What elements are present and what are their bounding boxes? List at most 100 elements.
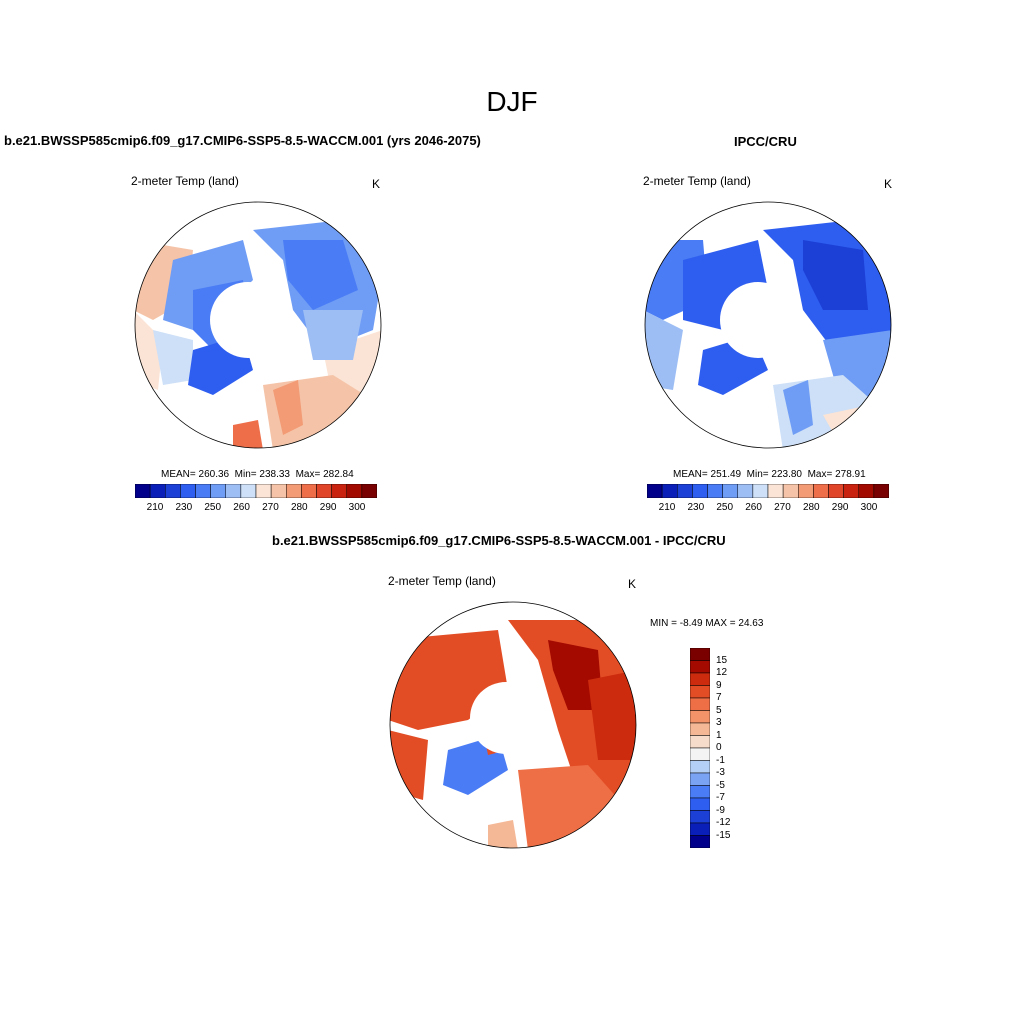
left-region xyxy=(163,240,253,330)
colorbar-tick-label: -15 xyxy=(716,829,731,841)
colorbar-tick-label: -12 xyxy=(716,817,731,828)
colorbar-tick-label: 260 xyxy=(233,502,250,513)
bottom-region xyxy=(488,820,518,848)
colorbar-tick-label: 15 xyxy=(716,654,728,666)
colorbar-tick-label: 210 xyxy=(658,502,676,513)
colorbar-tick-label: 230 xyxy=(175,502,193,513)
right-colorbar-ticks: 210 230 250 260 270 280 290 300 xyxy=(647,502,889,516)
colorbar-swatch xyxy=(346,484,363,498)
colorbar-swatch xyxy=(361,484,377,498)
colorbar-swatch xyxy=(690,822,710,836)
colorbar-swatch xyxy=(707,484,723,498)
colorbar-tick-label: 250 xyxy=(204,502,222,513)
left-region xyxy=(283,240,358,310)
colorbar-swatch xyxy=(690,710,710,724)
bottom-colorbar-ticks: 15 12 9 7 5 3 1 0 -1 -3 -5 -7 -9 -12 -15 xyxy=(716,648,756,848)
colorbar-tick-label: -7 xyxy=(716,792,725,803)
colorbar-swatch xyxy=(240,484,257,498)
colorbar-swatch xyxy=(692,484,708,498)
right-units-label: K xyxy=(884,177,893,191)
colorbar-swatch xyxy=(690,772,710,786)
right-stats: MEAN= 251.49 Min= 223.80 Max= 278.91 xyxy=(673,469,866,480)
colorbar-swatch xyxy=(767,484,784,498)
right-panel-title: IPCC/CRU xyxy=(734,134,797,149)
colorbar-swatch xyxy=(180,484,196,498)
colorbar-swatch xyxy=(690,722,710,736)
colorbar-swatch xyxy=(316,484,332,498)
colorbar-swatch xyxy=(782,484,799,498)
right-variable-label: 2-meter Temp (land) xyxy=(643,174,751,188)
colorbar-tick-label: -3 xyxy=(716,767,725,778)
colorbar-swatch xyxy=(690,760,710,774)
colorbar-swatch xyxy=(225,484,242,498)
colorbar-swatch xyxy=(255,484,272,498)
colorbar-tick-label: 9 xyxy=(716,679,722,691)
colorbar-swatch xyxy=(737,484,754,498)
colorbar-swatch xyxy=(270,484,287,498)
colorbar-swatch xyxy=(690,735,710,749)
colorbar-swatch xyxy=(873,484,889,498)
colorbar-tick-label: 7 xyxy=(716,692,722,703)
colorbar-tick-label: 280 xyxy=(802,502,820,513)
bottom-region xyxy=(588,670,636,760)
figure-title: DJF xyxy=(486,86,538,117)
colorbar-tick-label: -1 xyxy=(716,754,725,766)
colorbar-tick-label: 230 xyxy=(687,502,705,513)
bottom-region xyxy=(548,640,603,710)
colorbar-tick-label: 1 xyxy=(716,729,722,741)
colorbar-swatch xyxy=(690,672,710,686)
right-map-boundary xyxy=(644,201,892,449)
colorbar-swatch xyxy=(210,484,226,498)
left-stats: MEAN= 260.36 Min= 238.33 Max= 282.84 xyxy=(161,469,354,480)
left-colorbar xyxy=(135,484,377,498)
colorbar-swatch xyxy=(858,484,875,498)
colorbar-swatch xyxy=(647,484,663,498)
colorbar-swatch xyxy=(690,747,710,761)
colorbar-swatch xyxy=(690,697,710,711)
right-region xyxy=(783,380,813,435)
colorbar-swatch xyxy=(331,484,347,498)
colorbar-swatch xyxy=(690,797,710,811)
colorbar-swatch xyxy=(798,484,814,498)
colorbar-swatch xyxy=(690,835,710,848)
colorbar-tick-label: 300 xyxy=(860,502,878,513)
bottom-variable-label: 2-meter Temp (land) xyxy=(388,574,496,588)
colorbar-swatch xyxy=(165,484,181,498)
colorbar-swatch xyxy=(690,785,710,799)
left-region xyxy=(153,330,193,385)
colorbar-swatch xyxy=(661,484,678,498)
left-units-label: K xyxy=(372,177,381,191)
colorbar-swatch xyxy=(690,685,710,699)
bottom-panel-title: b.e21.BWSSP585cmip6.f09_g17.CMIP6-SSP5-8… xyxy=(272,533,726,548)
left-polar-map xyxy=(134,201,382,449)
colorbar-swatch xyxy=(690,810,710,824)
colorbar-swatch xyxy=(195,484,211,498)
bottom-polar-map xyxy=(389,601,637,849)
colorbar-swatch xyxy=(843,484,859,498)
bottom-colorbar xyxy=(690,648,710,848)
colorbar-swatch xyxy=(135,484,151,498)
left-map-boundary xyxy=(134,201,382,449)
colorbar-swatch xyxy=(752,484,769,498)
colorbar-tick-label: 260 xyxy=(745,502,762,513)
colorbar-swatch xyxy=(149,484,166,498)
colorbar-swatch xyxy=(813,484,829,498)
right-colorbar xyxy=(647,484,889,498)
colorbar-tick-label: 280 xyxy=(290,502,308,513)
colorbar-swatch xyxy=(690,648,710,661)
colorbar-tick-label: -9 xyxy=(716,804,725,816)
colorbar-swatch xyxy=(690,660,710,674)
colorbar-swatch xyxy=(828,484,844,498)
colorbar-tick-label: 270 xyxy=(774,502,791,513)
colorbar-tick-label: -5 xyxy=(716,779,725,791)
bottom-stats: MIN = -8.49 MAX = 24.63 xyxy=(650,618,764,629)
colorbar-swatch xyxy=(722,484,738,498)
colorbar-swatch xyxy=(301,484,317,498)
colorbar-tick-label: 0 xyxy=(716,742,722,753)
colorbar-tick-label: 300 xyxy=(348,502,366,513)
colorbar-tick-label: 270 xyxy=(262,502,279,513)
left-panel-title: b.e21.BWSSP585cmip6.f09_g17.CMIP6-SSP5-8… xyxy=(4,133,481,148)
left-variable-label: 2-meter Temp (land) xyxy=(131,174,239,188)
right-region xyxy=(803,240,868,310)
colorbar-swatch xyxy=(677,484,693,498)
